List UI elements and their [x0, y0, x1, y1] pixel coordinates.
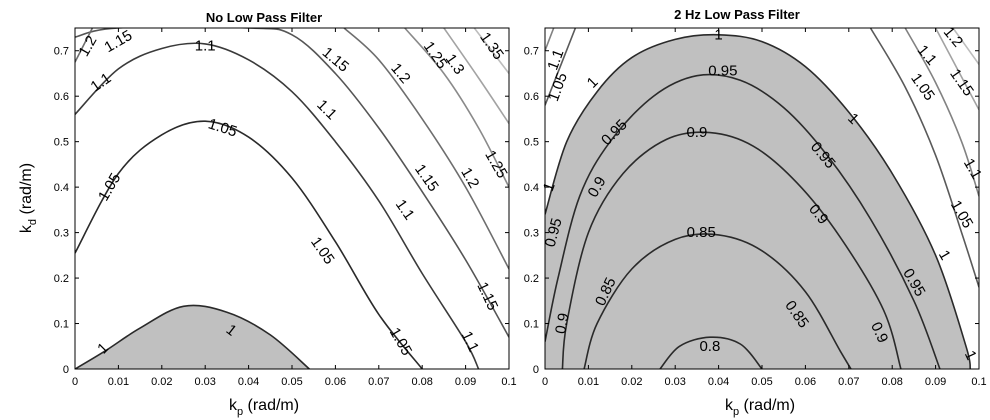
contour-line-0-85 — [583, 233, 852, 369]
x-axis-label-sub: p — [733, 406, 739, 418]
contour-line-1-05 — [545, 28, 577, 106]
y-tick-label: 0.6 — [54, 91, 69, 103]
x-tick-label: 0.08 — [881, 376, 902, 388]
y-tick-label: 0.7 — [524, 46, 539, 58]
x-tick-label: 0.04 — [708, 376, 729, 388]
contour-line-1-2 — [75, 28, 94, 63]
x-axis-label-main: k — [229, 397, 238, 414]
x-tick-label: 0.03 — [194, 376, 215, 388]
x-tick-label: 0.07 — [838, 376, 859, 388]
y-tick-label: 0.4 — [54, 182, 69, 194]
below-one-region — [545, 34, 971, 369]
x-tick-label: 0.01 — [578, 376, 599, 388]
y-axis-ticks: 0 0.1 0.2 0.3 0.4 0.5 0.6 0.7 — [524, 46, 979, 376]
x-tick-label: 0.06 — [325, 376, 346, 388]
y-tick-label: 0.7 — [54, 46, 69, 58]
x-tick-label: 0.05 — [281, 376, 302, 388]
contour-label: 0.9 — [552, 312, 572, 335]
y-tick-label: 0.4 — [524, 182, 539, 194]
contour-line-1-25 — [404, 28, 509, 188]
contour-line-1-2 — [952, 28, 979, 65]
y-axis-label-main: k — [18, 224, 35, 233]
shaded-region — [75, 305, 310, 369]
contour-lines — [545, 28, 979, 369]
contour-line-1-05 — [869, 28, 979, 288]
x-axis-label: kp (rad/m) — [229, 397, 299, 418]
panel-2hz-filter: 2 Hz Low Pass Filter 1111110.950.950.950… — [524, 7, 987, 418]
chart-title: No Low Pass Filter — [206, 10, 322, 25]
y-axis-label-unit: (rad/m) — [18, 163, 35, 219]
contour-line-1-2 — [343, 28, 509, 270]
x-tick-label: 0.1 — [971, 376, 986, 388]
x-tick-label: 0.06 — [795, 376, 816, 388]
contour-line-1-1 — [75, 42, 480, 369]
contour-line-1-35 — [473, 28, 509, 74]
y-tick-label: 0.3 — [524, 228, 539, 240]
y-tick-label: 0.6 — [524, 91, 539, 103]
plot-area — [75, 28, 509, 369]
x-axis-ticks: 0 0.01 0.02 0.03 0.04 0.05 0.06 0.07 0.08 0.09 0.1 — [72, 28, 517, 388]
y-tick-label: 0.5 — [54, 137, 69, 149]
x-axis-label-unit: (rad/m) — [243, 397, 299, 414]
x-tick-label: 0.02 — [621, 376, 642, 388]
contour-label: 0.95 — [708, 63, 737, 80]
y-tick-label: 0.1 — [524, 319, 539, 331]
x-axis-ticks: 0 0.01 0.02 0.03 0.04 0.05 0.06 0.07 0.08 0.09 0.1 — [542, 28, 987, 388]
contour-label: 1.1 — [544, 47, 567, 72]
contour-label: 1.1 — [195, 38, 216, 55]
contour-line-0-9 — [561, 131, 902, 369]
contour-line-0-95 — [545, 73, 941, 369]
x-axis-label-unit: (rad/m) — [739, 397, 795, 414]
x-tick-label: 0.02 — [151, 376, 172, 388]
y-tick-label: 0 — [533, 364, 539, 376]
y-axis-ticks: 0 0.1 0.2 0.3 0.4 0.5 0.6 0.7 — [54, 46, 509, 376]
y-tick-label: 0 — [63, 364, 69, 376]
contour-line-1 — [75, 304, 310, 369]
contour-label: 0.85 — [687, 224, 716, 241]
x-tick-label: 0 — [542, 376, 548, 388]
shaded-region — [545, 34, 971, 369]
below-one-region — [75, 305, 310, 369]
x-tick-label: 0.09 — [925, 376, 946, 388]
x-tick-label: 0.05 — [751, 376, 772, 388]
x-tick-label: 0.04 — [238, 376, 259, 388]
contour-line-1-05 — [75, 120, 423, 369]
x-tick-label: 0.1 — [501, 376, 516, 388]
x-tick-label: 0.01 — [108, 376, 129, 388]
x-tick-label: 0.08 — [411, 376, 432, 388]
chart-title: 2 Hz Low Pass Filter — [674, 7, 800, 22]
contour-line-0-8 — [659, 336, 763, 369]
panel-no-filter: No Low Pass Filter 111.051.051.051.051.1… — [18, 10, 517, 418]
x-tick-label: 0.09 — [455, 376, 476, 388]
y-axis-label-sub: d — [27, 219, 39, 225]
contour-line-1-15 — [75, 28, 509, 338]
contour-line-1-15 — [934, 28, 979, 111]
y-axis-label: kd (rad/m) — [18, 163, 39, 233]
y-tick-label: 0.3 — [54, 228, 69, 240]
contour-label: 0.95 — [542, 216, 566, 249]
contour-label: 1 — [714, 26, 722, 43]
x-tick-label: 0.03 — [664, 376, 685, 388]
x-tick-label: 0 — [72, 376, 78, 388]
contour-line-1-3 — [443, 28, 509, 124]
x-axis-label: kp (rad/m) — [725, 397, 795, 418]
x-axis-label-main: k — [725, 397, 734, 414]
x-axis-label-sub: p — [237, 406, 243, 418]
contour-label: 0.9 — [686, 124, 707, 141]
x-tick-label: 0.07 — [368, 376, 389, 388]
y-tick-label: 0.1 — [54, 319, 69, 331]
y-tick-label: 0.2 — [54, 273, 69, 285]
contour-lines — [75, 28, 509, 369]
contour-line-1 — [545, 33, 972, 369]
contour-label: 0.8 — [699, 338, 720, 355]
y-tick-label: 0.2 — [524, 273, 539, 285]
contour-line-1-1 — [904, 28, 979, 197]
y-tick-label: 0.5 — [524, 137, 539, 149]
